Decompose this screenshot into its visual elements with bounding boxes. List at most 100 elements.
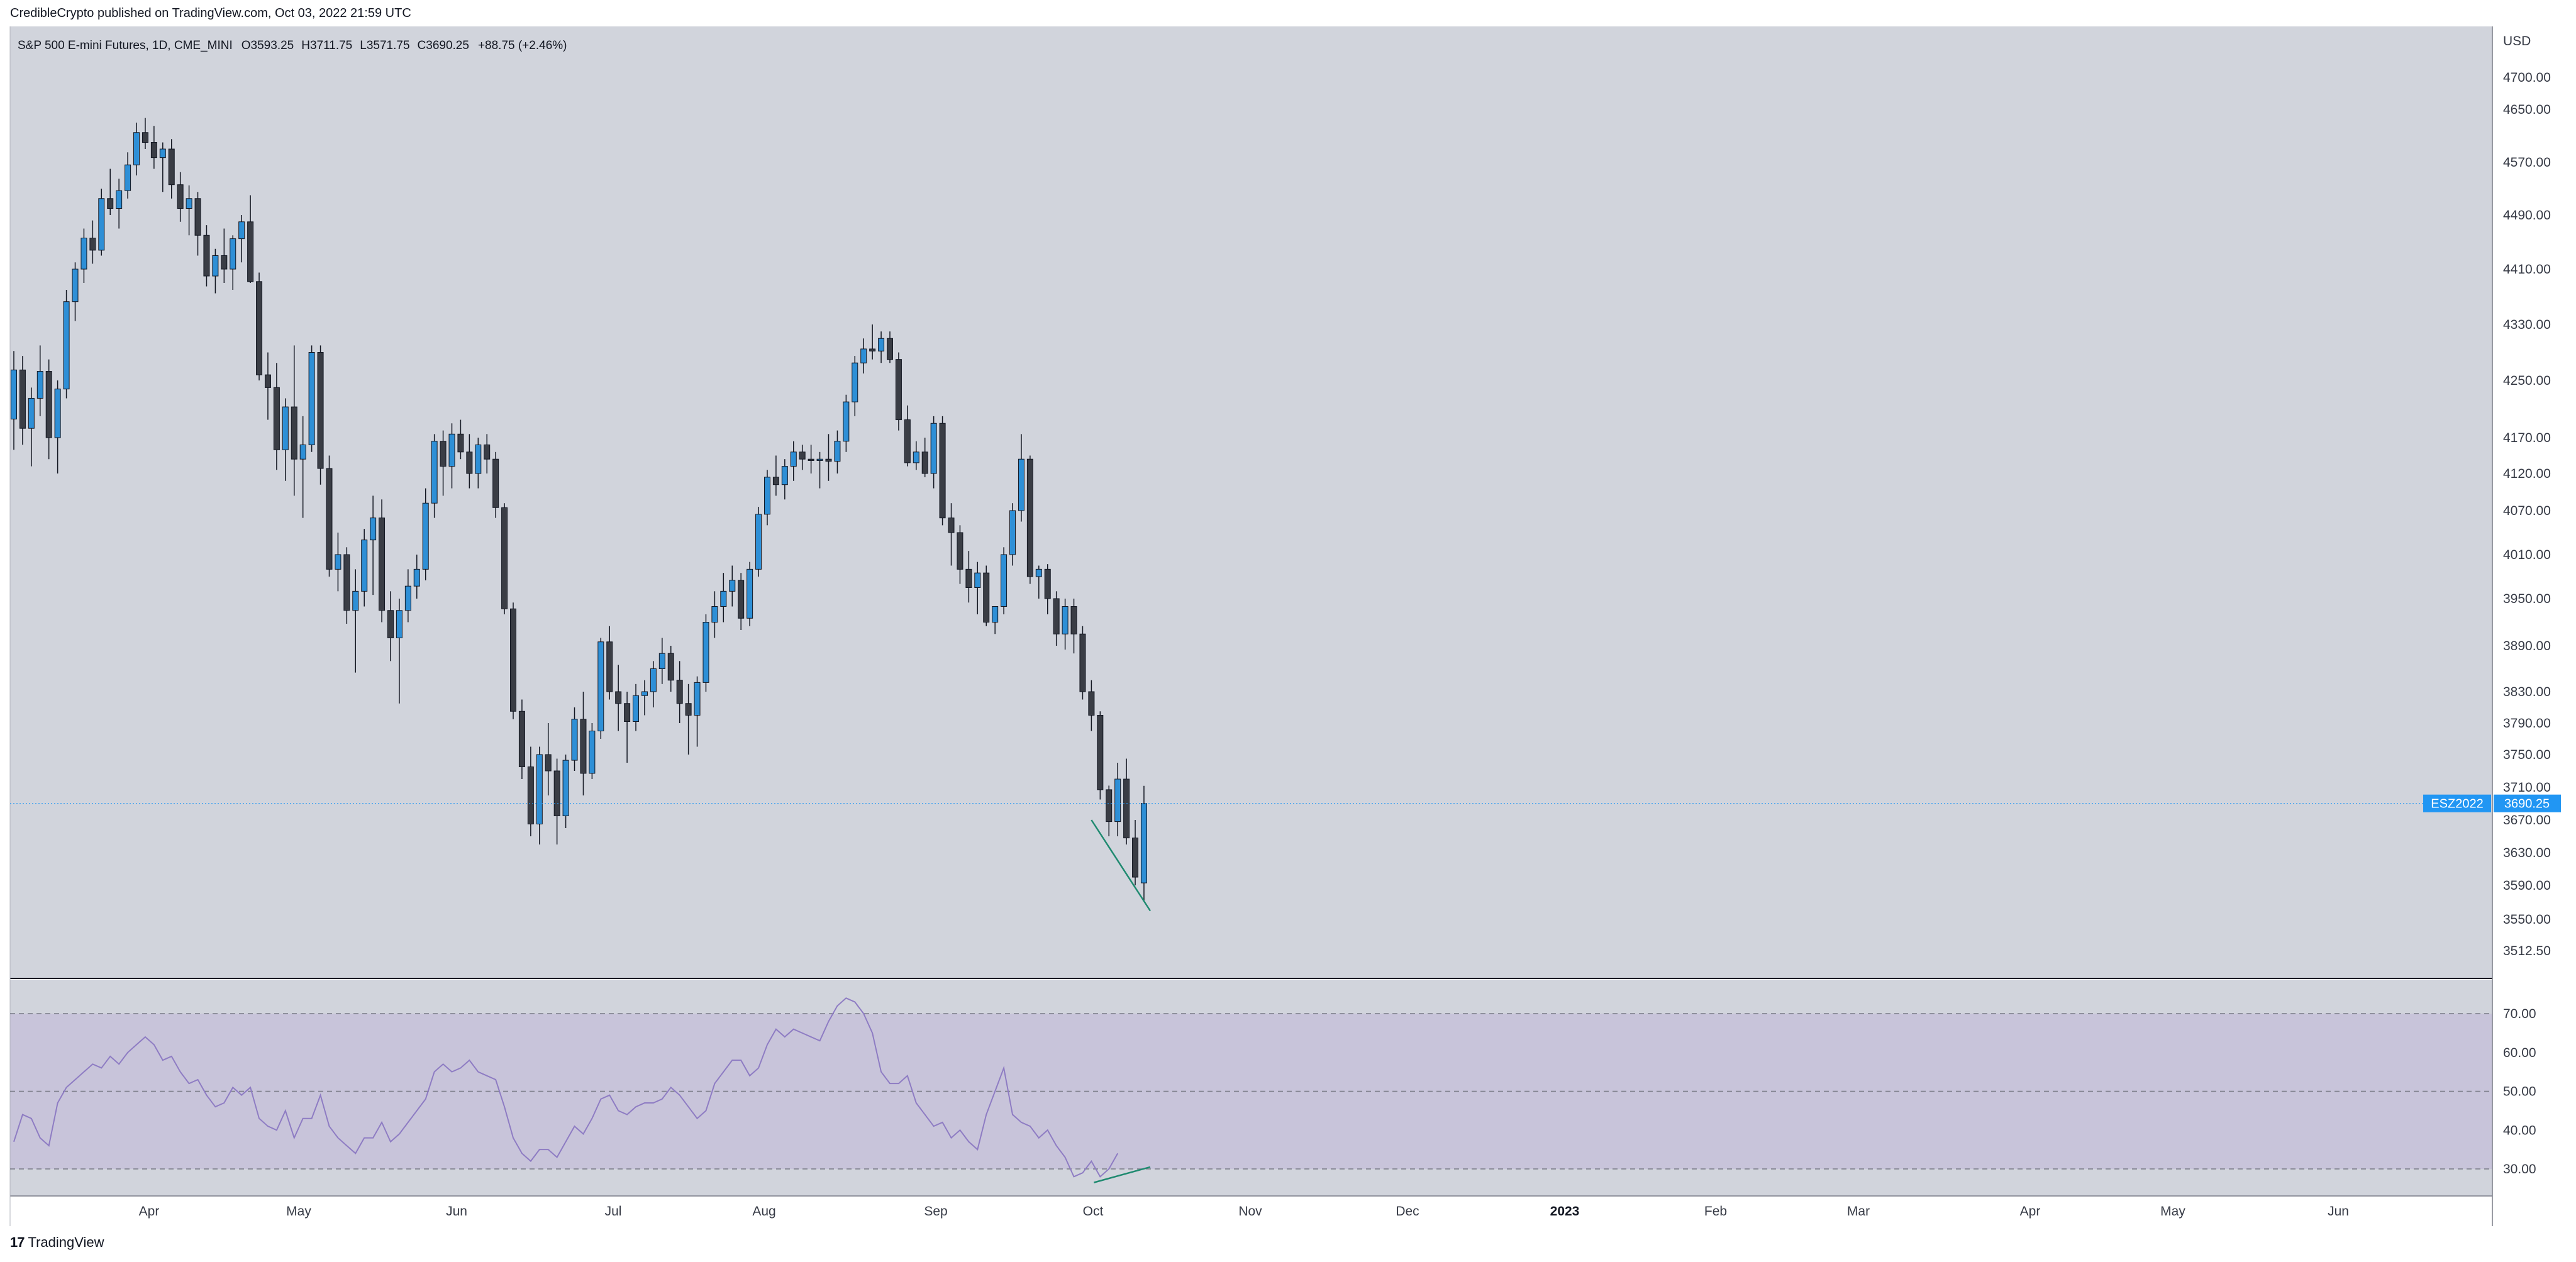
candle-body (98, 198, 105, 251)
candle-body (203, 235, 210, 277)
candle-body (501, 507, 508, 609)
time-tick-label: Nov (1238, 1204, 1262, 1219)
candle-body (186, 198, 192, 209)
chart-canvas[interactable]: S&P 500 E-mini Futures, 1D, CME_MINI O359… (0, 0, 2576, 1226)
candle-body (1026, 458, 1033, 577)
candle-body (238, 221, 245, 240)
candle-body (1053, 598, 1060, 634)
candle-body (553, 770, 560, 816)
candle-body (939, 423, 946, 519)
candle-body (667, 653, 674, 681)
candle-body (808, 458, 814, 461)
time-tick-label: Jul (605, 1204, 622, 1219)
candle-body (133, 132, 140, 165)
candle-body (658, 653, 665, 669)
candle-body (335, 554, 341, 570)
footer-brand[interactable]: 17 TradingView (10, 1234, 104, 1251)
price-axis[interactable]: 4700.00 4650.00 4570.00 4490.00 4410.00 4330.… (2503, 70, 2551, 958)
candle-body (1132, 838, 1139, 878)
candle-body (790, 451, 797, 467)
price-tick-label: 4650.00 (2503, 102, 2551, 117)
candle-body (843, 401, 850, 442)
price-tick-label: 4330.00 (2503, 318, 2551, 332)
time-tick-label: Jun (2328, 1204, 2349, 1219)
tradingview-logo-icon: 17 (10, 1234, 25, 1250)
candle-body (19, 369, 26, 429)
price-tick-label: 4410.00 (2503, 262, 2551, 277)
candle-body (641, 691, 648, 696)
candle-body (685, 703, 692, 716)
candle-body (763, 477, 770, 515)
candle-body (1018, 458, 1024, 511)
time-tick-label: Mar (1847, 1204, 1870, 1219)
candle-body (80, 238, 87, 270)
price-tick-label: 4700.00 (2503, 70, 2551, 85)
price-tick-label: 4490.00 (2503, 208, 2551, 223)
legend-high-label: H (301, 39, 310, 52)
legend-close-label: C (418, 39, 426, 52)
candle-body (527, 767, 534, 824)
time-axis[interactable]: Apr May Jun Jul Aug Sep Oct Nov Dec 2023 Feb Mar Apr… (139, 1204, 2349, 1219)
rsi-axis[interactable]: 70.00 60.00 50.00 40.00 30.00 (2503, 1007, 2536, 1176)
candle-body (116, 190, 123, 209)
candle-body (264, 374, 271, 388)
candle-body (63, 301, 70, 390)
candle-body (650, 668, 657, 692)
price-tick-label: 4070.00 (2503, 504, 2551, 518)
candle-body (413, 568, 420, 587)
price-tick-label: 3550.00 (2503, 912, 2551, 927)
candle-body (212, 255, 219, 277)
candle-body (834, 441, 841, 462)
currency-label: USD (2503, 34, 2531, 48)
price-tick-label: 3950.00 (2503, 592, 2551, 606)
candle-body (536, 754, 543, 824)
candle-body (729, 580, 736, 592)
candle-body (676, 680, 683, 704)
price-tick-label: 4120.00 (2503, 467, 2551, 481)
candle-body (194, 198, 201, 236)
candle-body (1001, 554, 1008, 607)
candle-body (904, 419, 911, 463)
candle-body (125, 164, 131, 191)
candle-body (387, 610, 394, 638)
candle-body (107, 198, 114, 209)
candle-body (484, 444, 491, 460)
candle-body (747, 568, 753, 619)
last-price-tag-label: 3690.25 (2504, 797, 2550, 811)
price-trendline (1091, 819, 1152, 912)
candle-body (589, 731, 596, 774)
candle-body (370, 518, 377, 541)
legend-open: 3593.25 (251, 39, 294, 52)
candle-body (597, 641, 604, 731)
candle-body (11, 369, 17, 419)
candle-body (781, 466, 788, 485)
price-tick-label: 3590.00 (2503, 878, 2551, 893)
candles (11, 118, 1147, 901)
candle-body (816, 458, 823, 461)
rsi-tick-label: 40.00 (2503, 1123, 2536, 1137)
price-tick-label: 3830.00 (2503, 685, 2551, 699)
candle-body (150, 142, 157, 158)
candle-body (422, 502, 429, 570)
time-tick-label: 2023 (1550, 1204, 1580, 1219)
candle-body (230, 238, 236, 270)
candle-body (159, 148, 166, 158)
candle-body (431, 441, 438, 504)
candle-body (702, 622, 709, 683)
candle-body (273, 387, 280, 450)
candle-body (28, 397, 35, 429)
price-tick-label: 4570.00 (2503, 155, 2551, 170)
chart-legend: S&P 500 E-mini Futures, 1D, CME_MINI O359… (18, 39, 567, 52)
candle-body (615, 691, 622, 704)
candle-body (738, 580, 745, 619)
legend-open-label: O (242, 39, 251, 52)
candle-body (948, 518, 955, 533)
price-tick-label: 4010.00 (2503, 548, 2551, 562)
candle-body (1097, 715, 1104, 790)
candle-body (887, 338, 893, 360)
time-tick-label: Aug (752, 1204, 775, 1219)
candle-body (361, 540, 368, 592)
symbol-tag (2423, 794, 2491, 812)
candle-body (711, 606, 718, 623)
candle-body (878, 338, 885, 351)
